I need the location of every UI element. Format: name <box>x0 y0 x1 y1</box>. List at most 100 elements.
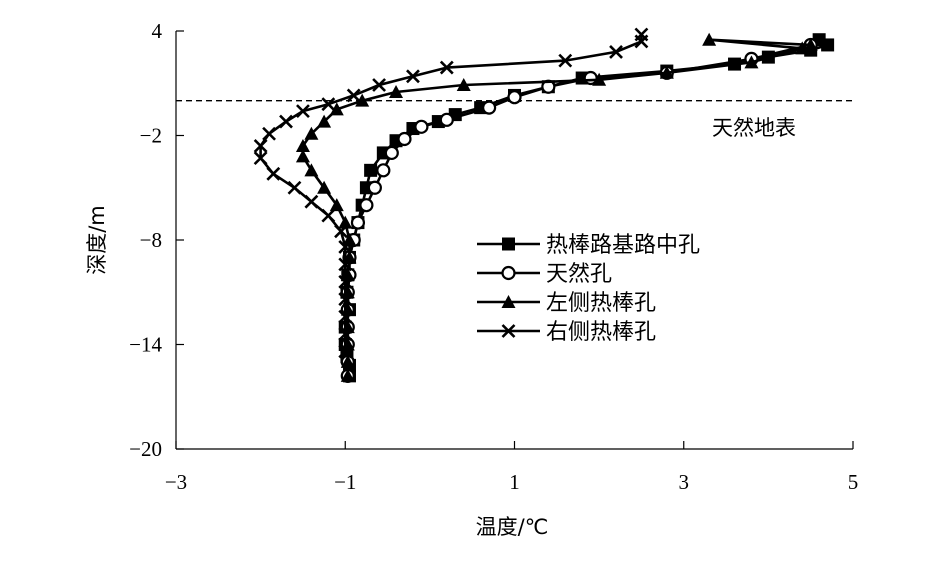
data-point-x <box>346 88 361 103</box>
data-point-circle <box>384 145 399 161</box>
legend-label: 左侧热棒孔 <box>546 291 656 316</box>
data-point-circle <box>359 198 374 213</box>
x-tick-label: 1 <box>509 470 520 494</box>
data-point-triangle <box>340 354 355 368</box>
data-point-x <box>266 166 281 181</box>
data-point-x <box>262 126 277 141</box>
data-point-x-stroke <box>558 53 573 68</box>
data-point-triangle <box>592 72 607 86</box>
data-point-x-stroke <box>346 88 361 103</box>
data-point-x-stroke <box>609 44 623 59</box>
data-point-x <box>287 180 302 195</box>
data-point-x-stroke <box>501 324 516 338</box>
x-tick-label: −1 <box>334 470 356 494</box>
data-point-x-stroke <box>338 274 353 289</box>
legend-label: 热棒路基路中孔 <box>546 233 700 258</box>
data-point-triangle <box>317 114 332 128</box>
data-point-x-stroke <box>338 309 353 324</box>
data-point-x-stroke <box>372 78 387 92</box>
series-line <box>259 34 643 352</box>
data-point-x-stroke <box>338 240 353 254</box>
data-point-x-stroke <box>266 166 281 181</box>
data-point-x <box>304 194 319 209</box>
data-point-circle <box>482 100 497 115</box>
data-point-x <box>321 208 336 223</box>
data-point-x-stroke <box>634 34 649 49</box>
data-point-x <box>558 53 573 68</box>
data-point-triangle <box>389 84 404 98</box>
data-point-x <box>439 60 454 75</box>
legend-label: 右侧热棒孔 <box>546 320 656 345</box>
data-point-x <box>253 151 268 166</box>
data-point-triangle <box>342 233 357 246</box>
data-point-x <box>338 292 353 307</box>
data-point-x <box>609 44 623 59</box>
x-tick-label: −3 <box>165 470 187 494</box>
ground-surface-label: 天然地表 <box>712 116 796 140</box>
data-point-x <box>501 324 516 338</box>
legend-item-3: 左侧热棒孔 <box>477 291 656 316</box>
data-point-x-stroke <box>406 69 420 84</box>
series-3 <box>295 32 818 382</box>
data-point-x <box>372 78 387 92</box>
data-point-x-stroke <box>253 151 268 166</box>
data-point-x <box>338 327 353 341</box>
data-point-x <box>406 69 420 84</box>
data-point-triangle <box>295 149 310 163</box>
y-tick-label: −14 <box>129 333 162 357</box>
data-point-x <box>634 34 649 49</box>
data-point-circle <box>367 180 382 195</box>
data-point-triangle <box>304 126 319 140</box>
x-tick-label: 3 <box>679 470 690 494</box>
data-point-circle <box>507 90 522 105</box>
data-point-x <box>253 139 268 153</box>
series-4 <box>253 27 649 359</box>
x-tick-label: 5 <box>848 470 859 494</box>
data-point-triangle <box>803 37 818 51</box>
data-point-triangle <box>702 32 717 46</box>
y-tick-label: 4 <box>152 19 163 43</box>
data-point-triangle <box>329 102 344 116</box>
data-point-x <box>338 344 353 359</box>
data-point-x-stroke <box>279 114 293 129</box>
y-axis-label: 深度/m <box>85 205 109 275</box>
data-point-x-stroke <box>321 97 336 112</box>
data-point-triangle <box>456 77 471 91</box>
data-point-circle <box>350 215 366 230</box>
data-point-triangle <box>355 93 370 107</box>
data-point-x <box>296 104 310 119</box>
data-point-x <box>279 114 293 129</box>
data-point-x <box>321 97 336 112</box>
data-point-triangle <box>501 295 516 308</box>
data-point-x-stroke <box>338 327 353 341</box>
data-point-square <box>502 237 515 251</box>
data-point-circle <box>376 163 391 178</box>
data-point-x-stroke <box>338 292 353 307</box>
data-point-x <box>338 309 353 324</box>
data-point-triangle <box>329 198 344 212</box>
data-point-triangle <box>304 163 319 177</box>
data-point-triangle <box>795 41 810 55</box>
data-point-square <box>821 38 835 52</box>
y-tick-label: −2 <box>140 124 162 148</box>
series-layer <box>253 27 835 383</box>
data-point-triangle <box>340 368 355 382</box>
data-point-x-stroke <box>338 257 353 272</box>
data-point-x <box>338 240 353 254</box>
data-point-x-stroke <box>338 344 353 359</box>
data-point-x-stroke <box>321 208 336 223</box>
data-point-triangle <box>338 215 353 229</box>
legend-item-1: 热棒路基路中孔 <box>477 233 700 258</box>
data-point-x <box>334 224 348 239</box>
data-point-x <box>338 274 353 289</box>
axes: −3 −1 1 3 5 4 −2 −8 −14 −20 <box>129 19 858 494</box>
data-point-circle <box>439 112 454 127</box>
data-point-x-stroke <box>304 194 319 209</box>
data-point-x-stroke <box>439 60 454 75</box>
legend-label: 天然孔 <box>546 262 612 287</box>
data-point-circle <box>414 119 429 134</box>
data-point-triangle <box>659 65 674 79</box>
data-point-x-stroke <box>287 180 302 195</box>
data-point-triangle <box>317 180 332 194</box>
